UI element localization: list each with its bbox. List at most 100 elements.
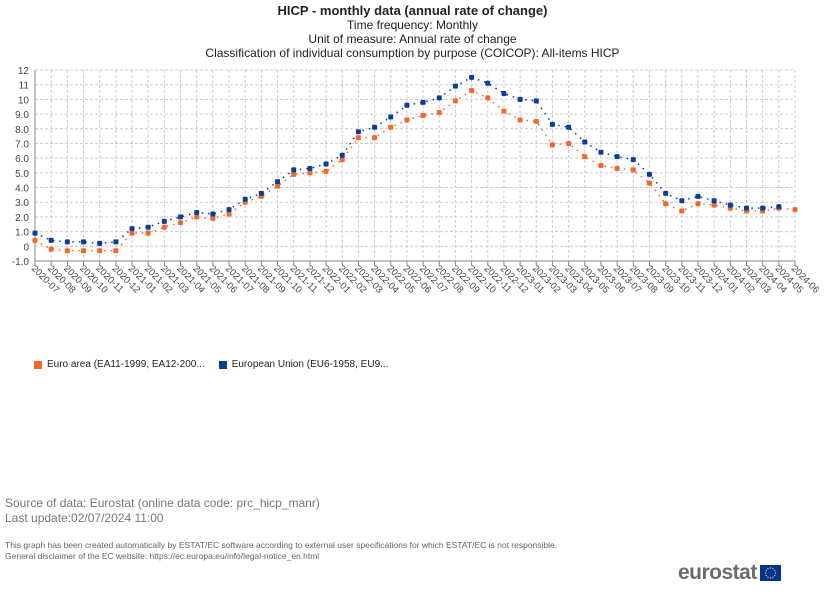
data-point xyxy=(452,83,458,89)
data-point xyxy=(549,142,555,148)
data-point xyxy=(113,248,119,254)
chart-plot: -1.001.02.03.04.05.06.07.08.09.010111220… xyxy=(12,66,822,296)
y-tick-label: 12 xyxy=(18,66,30,77)
data-point xyxy=(517,96,523,102)
data-point xyxy=(566,140,572,146)
data-point xyxy=(129,230,135,236)
data-point xyxy=(226,207,232,213)
data-point xyxy=(663,190,669,196)
data-point xyxy=(291,167,297,173)
legend-item-euro-area[interactable]: Euro area (EA11-1999, EA12-200... xyxy=(34,359,205,370)
data-point xyxy=(436,95,442,101)
data-point xyxy=(469,74,475,80)
y-tick-label: -1.0 xyxy=(12,257,30,268)
y-tick-label: 3.0 xyxy=(15,198,29,209)
data-point xyxy=(776,204,782,210)
data-point xyxy=(533,118,539,124)
data-point xyxy=(420,99,426,105)
data-point xyxy=(97,240,103,246)
data-point xyxy=(242,196,248,202)
disclaimer-line: This graph has been created automaticall… xyxy=(5,540,558,550)
data-point xyxy=(291,171,297,177)
data-point xyxy=(178,214,184,220)
data-point xyxy=(32,230,38,236)
data-point xyxy=(258,190,264,196)
y-tick-label: 2.0 xyxy=(15,213,29,224)
data-point xyxy=(339,157,345,163)
y-tick-label: 5.0 xyxy=(15,169,29,180)
data-point xyxy=(161,224,167,230)
data-point xyxy=(129,226,135,232)
data-point xyxy=(727,202,733,208)
data-point xyxy=(194,210,200,216)
data-point xyxy=(663,201,669,207)
data-point xyxy=(64,239,70,245)
data-point xyxy=(566,124,572,130)
data-point xyxy=(630,167,636,173)
data-point xyxy=(452,98,458,104)
data-point xyxy=(695,193,701,199)
chart-title: HICP - monthly data (annual rate of chan… xyxy=(277,3,548,18)
data-point xyxy=(81,239,87,245)
data-point xyxy=(743,205,749,211)
y-tick-label: 8.0 xyxy=(15,125,29,136)
data-point xyxy=(48,246,54,252)
source-text: Source of data: Eurostat (online data co… xyxy=(5,496,320,510)
y-tick-label: 10 xyxy=(18,95,30,106)
data-point xyxy=(598,149,604,155)
data-point xyxy=(711,202,717,208)
data-point xyxy=(81,248,87,254)
data-point xyxy=(323,168,329,174)
data-point xyxy=(388,114,394,120)
data-point xyxy=(760,205,766,211)
data-point xyxy=(355,135,361,141)
series-line xyxy=(34,89,796,252)
data-point xyxy=(646,171,652,177)
data-point xyxy=(517,117,523,123)
data-point xyxy=(485,80,491,86)
legend-swatch-orange xyxy=(34,360,42,369)
data-point xyxy=(679,198,685,204)
data-point xyxy=(695,201,701,207)
data-point xyxy=(469,88,475,94)
data-point xyxy=(178,220,184,226)
data-point xyxy=(420,113,426,119)
data-point xyxy=(226,211,232,217)
y-tick-label: 1.0 xyxy=(15,228,29,239)
series-line xyxy=(34,76,779,245)
data-point xyxy=(372,124,378,130)
data-point xyxy=(630,157,636,163)
disclaimer: This graph has been created automaticall… xyxy=(5,540,557,562)
y-tick-label: 4.0 xyxy=(15,184,29,195)
data-point xyxy=(275,183,281,189)
data-point xyxy=(501,91,507,97)
data-point xyxy=(194,214,200,220)
data-point xyxy=(355,129,361,135)
data-point xyxy=(210,211,216,217)
data-point xyxy=(32,237,38,243)
data-point xyxy=(145,230,151,236)
y-tick-label: 6.0 xyxy=(15,154,29,165)
disclaimer-line: General disclaimer of the EC website: ht… xyxy=(5,551,320,561)
data-point xyxy=(614,154,620,160)
y-tick-label: 7.0 xyxy=(15,139,29,150)
data-point xyxy=(339,152,345,158)
data-point xyxy=(48,237,54,243)
data-point xyxy=(372,135,378,141)
legend-swatch-blue xyxy=(218,360,227,369)
data-point xyxy=(64,248,70,254)
eu-flag-icon xyxy=(759,565,781,581)
data-point xyxy=(679,208,685,214)
chart-subtitle: Unit of measure: Annual rate of change xyxy=(308,32,517,46)
data-point xyxy=(404,102,410,108)
data-point xyxy=(436,110,442,116)
data-point xyxy=(792,207,798,213)
data-point xyxy=(549,121,555,127)
data-point xyxy=(161,218,167,224)
legend: Euro area (EA11-1999, EA12-200... Europe… xyxy=(34,359,388,370)
data-point xyxy=(307,165,313,171)
logo-text: eurostat xyxy=(678,561,757,584)
eurostat-logo: eurostat xyxy=(678,561,781,585)
data-point xyxy=(404,117,410,123)
legend-item-european-union[interactable]: European Union (EU6-1958, EU9... xyxy=(218,359,388,370)
